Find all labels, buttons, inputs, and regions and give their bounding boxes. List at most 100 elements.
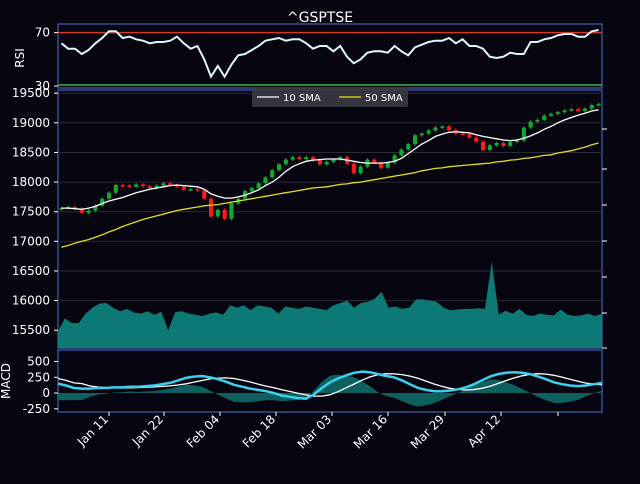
macd-tick-label: -250 xyxy=(23,402,50,416)
candle-body xyxy=(195,189,200,191)
candle-body xyxy=(229,203,234,219)
candle-body xyxy=(290,157,295,160)
candle-body xyxy=(181,186,186,190)
price-tick-label: 16500 xyxy=(12,264,50,278)
candle-body xyxy=(86,210,91,213)
candle-body xyxy=(168,183,173,186)
candle-body xyxy=(358,166,363,174)
price-panel: 15500 16000 16500 17000 17500 18000 18500 19000… xyxy=(12,86,607,349)
candle-body xyxy=(256,183,261,188)
candle-body xyxy=(515,140,520,143)
candle-body xyxy=(277,164,282,171)
candle-body xyxy=(460,133,465,135)
candle-body xyxy=(508,141,513,146)
candle-body xyxy=(481,141,486,151)
candle-body xyxy=(433,127,438,131)
candle-body xyxy=(494,143,499,146)
rsi-ticks: 30 70 xyxy=(35,26,58,93)
candle-body xyxy=(589,105,594,109)
candle-body xyxy=(440,126,445,128)
macd-axis-label: MACD xyxy=(0,363,13,399)
candle-body xyxy=(351,163,356,174)
price-tick-label: 19500 xyxy=(12,86,50,100)
candle-body xyxy=(406,144,411,150)
price-tick-label: 17500 xyxy=(12,205,50,219)
rsi-tick-label: 70 xyxy=(35,26,50,40)
macd-line xyxy=(57,370,603,400)
candle-body xyxy=(426,130,431,134)
legend-sma50-label: 50 SMA xyxy=(365,93,403,104)
sma50-line xyxy=(61,142,599,248)
candle-body xyxy=(317,160,322,165)
candle-body xyxy=(419,133,424,136)
candle-body xyxy=(249,188,254,191)
candle-body xyxy=(467,134,472,138)
candle-body xyxy=(127,185,132,188)
candle-body xyxy=(222,209,227,219)
candle-body xyxy=(542,115,547,120)
macd-histogram xyxy=(58,374,602,407)
candle-body xyxy=(120,185,125,187)
candle-body xyxy=(270,170,275,178)
candle-body xyxy=(331,159,336,162)
candle-body xyxy=(283,159,288,165)
price-tick-label: 15500 xyxy=(12,323,50,337)
candle-body xyxy=(392,155,397,163)
volume-area xyxy=(58,261,602,348)
price-tick-label: 18500 xyxy=(12,145,50,159)
candle-body xyxy=(154,185,159,188)
price-tick-label: 18000 xyxy=(12,175,50,189)
candle-body xyxy=(535,119,540,122)
candle-body xyxy=(549,113,554,116)
rsi-tick-label: 30 xyxy=(35,79,50,93)
price-legend: 10 SMA 50 SMA xyxy=(252,87,408,107)
macd-ticks: -250 0 250 500 xyxy=(23,354,58,416)
macd-tick-label: 500 xyxy=(27,354,50,368)
candle-body xyxy=(202,190,207,199)
candle-body xyxy=(59,208,64,210)
candle-body xyxy=(385,162,390,168)
rsi-line xyxy=(60,29,599,79)
candle-body xyxy=(521,127,526,141)
candle-body xyxy=(569,109,574,111)
candle-body xyxy=(141,184,146,187)
macd-frame xyxy=(57,349,603,413)
candle-body xyxy=(487,145,492,150)
candle-body xyxy=(379,162,384,168)
candle-body xyxy=(528,121,533,128)
candle-body xyxy=(73,207,78,209)
candle-body xyxy=(113,185,118,193)
candle-body xyxy=(147,186,152,188)
candle-body xyxy=(304,157,309,159)
candle-body xyxy=(576,109,581,111)
legend-box xyxy=(252,87,408,107)
candle-body xyxy=(562,110,567,113)
candle-body xyxy=(297,157,302,159)
candle-body xyxy=(596,103,601,106)
price-tick-label: 17000 xyxy=(12,234,50,248)
candle-body xyxy=(447,126,452,130)
candle-body xyxy=(263,177,268,184)
candle-body xyxy=(107,192,112,199)
rsi-panel: RSI 30 70 xyxy=(13,23,603,93)
macd-panel: MACD -250 0 250 500 xyxy=(0,349,603,416)
candle-body xyxy=(175,185,180,187)
candle-body xyxy=(209,198,214,217)
candle-body xyxy=(399,149,404,156)
candle-body xyxy=(311,157,316,161)
candle-body xyxy=(161,183,166,186)
candle-body xyxy=(100,198,105,206)
candle-body xyxy=(93,205,98,211)
sma10-line xyxy=(61,109,599,210)
candle-body xyxy=(372,159,377,163)
rsi-axis-label: RSI xyxy=(13,48,27,68)
candle-body xyxy=(474,137,479,142)
macd-tick-label: 250 xyxy=(27,370,50,384)
candle-body xyxy=(413,135,418,145)
price-tick-label: 16000 xyxy=(12,294,50,308)
price-ticks: 15500 16000 16500 17000 17500 18000 18500 19000… xyxy=(12,86,607,349)
macd-tick-label: 0 xyxy=(42,386,50,400)
